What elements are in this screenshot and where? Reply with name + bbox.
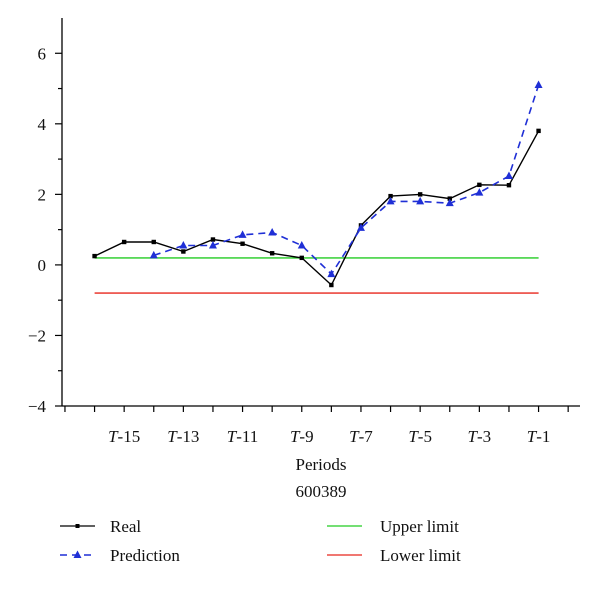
data-point-prediction (416, 196, 425, 205)
data-point-prediction (268, 227, 277, 236)
y-tick-label: 2 (38, 185, 47, 204)
data-point-real (447, 196, 452, 201)
legend-label-upper-limit: Upper limit (380, 517, 459, 536)
legend-item-lower-limit: Lower limit (327, 546, 461, 565)
legend-marker-prediction (73, 550, 82, 558)
x-axis-title: Periods (296, 455, 347, 474)
y-ticks: −4 −2 0 2 4 6 (28, 44, 62, 416)
x-tick-label: T-15 (108, 427, 140, 446)
y-tick-label: −4 (28, 397, 47, 416)
y-tick-label: −2 (28, 326, 46, 345)
legend-marker-real (75, 524, 80, 528)
data-point-prediction (149, 250, 158, 259)
data-point-prediction (208, 241, 217, 249)
data-point-prediction (475, 188, 484, 196)
data-point-real (329, 282, 334, 288)
x-tick-label: T-7 (349, 427, 373, 446)
legend-item-real: Real (60, 517, 141, 536)
data-point-real (417, 192, 423, 197)
x-ticks: T-15 T-13 T-11 T-9 T-7 T-5 T-3 T-1 (64, 406, 569, 446)
legend-label-real: Real (110, 517, 141, 536)
x-tick-label: T-3 (468, 427, 492, 446)
series-line-real (94, 130, 540, 287)
data-point-real (477, 182, 482, 188)
x-tick-label: T-11 (227, 427, 259, 446)
data-point-prediction (238, 230, 247, 238)
series-layer (92, 80, 543, 294)
data-point-real (121, 239, 127, 245)
series-line-prediction (153, 84, 540, 276)
data-point-real (240, 241, 245, 246)
data-point-prediction (386, 196, 395, 205)
data-point-real (536, 128, 541, 134)
data-point-prediction (534, 80, 543, 89)
x-tick-label: T-13 (167, 427, 199, 446)
data-point-real (181, 249, 186, 254)
data-point-real (388, 193, 393, 199)
legend-item-upper-limit: Upper limit (327, 517, 459, 536)
data-point-prediction (179, 241, 188, 249)
data-point-real (151, 239, 156, 245)
y-tick-label: 0 (38, 256, 47, 275)
legend: Real Prediction Upper limit Lower limit (60, 517, 461, 565)
data-point-real (269, 251, 275, 256)
data-point-prediction (356, 223, 365, 231)
data-point-prediction (504, 171, 513, 180)
data-point-real (210, 237, 216, 242)
x-tick-label: T-5 (408, 427, 432, 446)
data-point-prediction (327, 269, 336, 278)
data-point-prediction (297, 241, 306, 249)
data-point-real (506, 182, 512, 188)
legend-label-prediction: Prediction (110, 546, 180, 565)
x-tick-label: T-9 (290, 427, 314, 446)
chart-axes (61, 18, 580, 407)
chart-subtitle: 600389 (296, 482, 347, 501)
data-point-real (299, 255, 304, 261)
legend-label-lower-limit: Lower limit (380, 546, 461, 565)
data-point-real (92, 253, 97, 259)
y-tick-label: 6 (38, 44, 47, 63)
x-tick-label: T-1 (527, 427, 551, 446)
legend-item-prediction: Prediction (60, 546, 180, 565)
y-tick-label: 4 (38, 115, 47, 134)
data-point-prediction (445, 198, 454, 207)
